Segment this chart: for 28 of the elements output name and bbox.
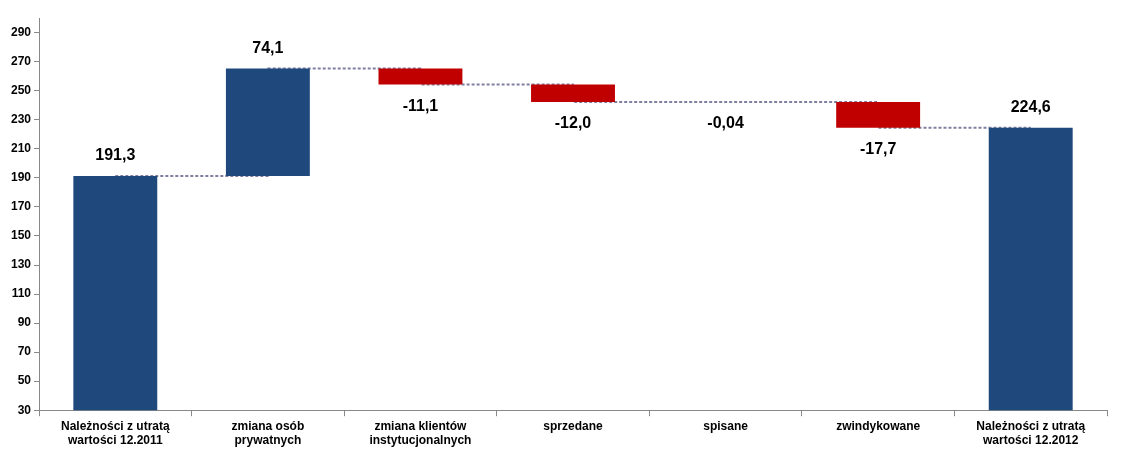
y-tick-label: 50	[17, 373, 32, 388]
data-label: 74,1	[252, 38, 284, 56]
x-tick-label: sprzedane	[543, 418, 604, 433]
data-label: -11,1	[402, 96, 439, 114]
x-tick-label: Należności z utratą wartości 12.2012	[976, 418, 1086, 448]
data-label: -17,7	[859, 140, 897, 158]
y-tick-label: 210	[10, 141, 32, 156]
y-tick-label: 110	[11, 286, 32, 301]
x-tick-label: zwindykowane	[836, 418, 921, 433]
y-tick-label: 30	[17, 402, 32, 417]
y-tick-label: 250	[10, 83, 32, 98]
y-tick-label: 190	[10, 170, 32, 185]
x-tick-label: Należności z utratą wartości 12.2011	[60, 418, 170, 448]
x-tick-label: zmiana klientów instytucjonalnych	[369, 418, 472, 448]
y-tick-label: 70	[17, 344, 32, 359]
x-tick-label: spisane	[703, 418, 749, 433]
data-label: 224,6	[1010, 98, 1051, 116]
y-tick-label: 170	[10, 199, 32, 214]
y-tick-label: 150	[10, 228, 32, 243]
data-label: 191,3	[95, 146, 136, 164]
y-tick-label: 90	[17, 315, 32, 330]
y-tick-label: 270	[10, 54, 32, 69]
y-tick-label: 230	[10, 112, 32, 127]
data-label: -12,0	[554, 114, 592, 132]
data-label: -0,04	[707, 114, 744, 132]
x-tick-label: zmiana osób prywatnych	[231, 418, 305, 448]
y-tick-label: 130	[10, 257, 32, 272]
y-tick-label: 290	[10, 25, 32, 40]
